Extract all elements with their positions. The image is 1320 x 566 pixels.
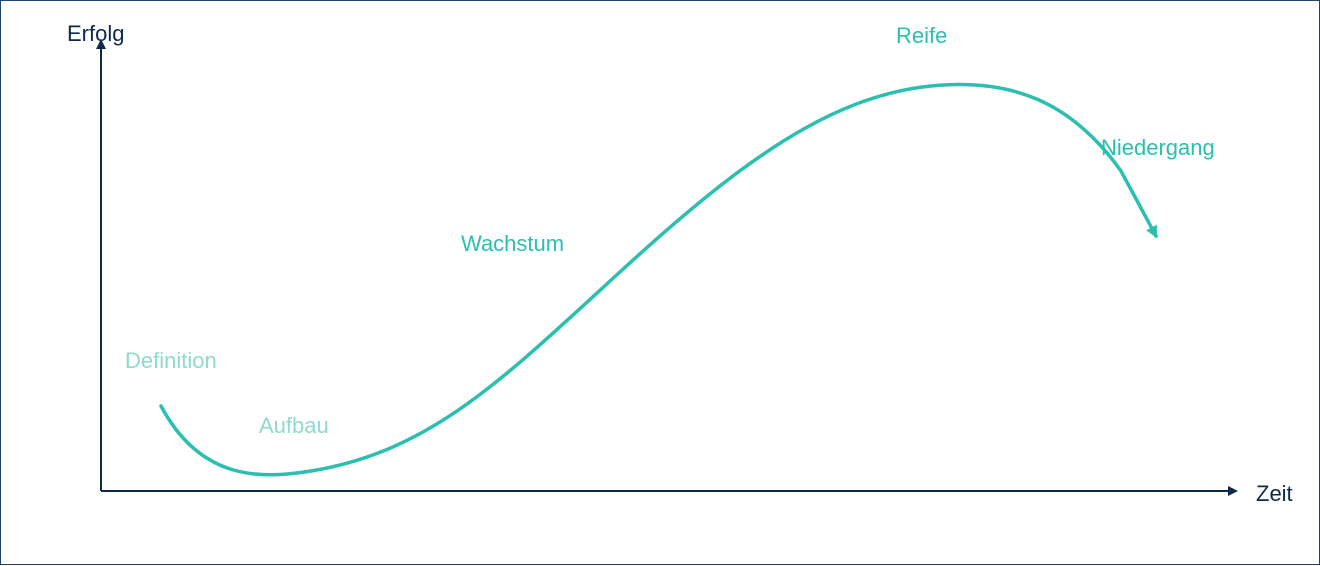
x-axis-label: Zeit	[1256, 481, 1293, 507]
stage-label-aufbau: Aufbau	[259, 413, 329, 439]
stage-label-wachstum: Wachstum	[461, 231, 564, 257]
lifecycle-chart	[1, 1, 1320, 566]
stage-label-niedergang: Niedergang	[1101, 135, 1215, 161]
stage-label-definition: Definition	[125, 348, 217, 374]
y-axis-label: Erfolg	[67, 21, 124, 47]
chart-frame: Erfolg Zeit Definition Aufbau Wachstum Reife N…	[0, 0, 1320, 565]
stage-label-reife: Reife	[896, 23, 947, 49]
